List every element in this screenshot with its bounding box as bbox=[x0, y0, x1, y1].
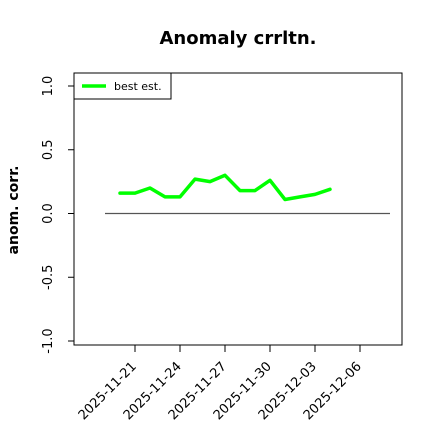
y-tick-label: 1.0 bbox=[41, 76, 56, 97]
y-tick-label: 0.5 bbox=[41, 139, 56, 160]
y-tick-label: -0.5 bbox=[41, 265, 56, 290]
y-axis-label: anom. corr. bbox=[6, 166, 22, 255]
y-tick-label: -1.0 bbox=[41, 328, 56, 353]
y-tick-label: 0.0 bbox=[41, 203, 56, 224]
plot-frame bbox=[73, 72, 403, 346]
plot-area: -1.0-0.50.00.51.02025-11-212025-11-24202… bbox=[41, 72, 403, 423]
legend-label: best est. bbox=[114, 80, 162, 93]
chart-title: Anomaly crrltn. bbox=[159, 28, 316, 49]
series-line bbox=[118, 173, 332, 202]
